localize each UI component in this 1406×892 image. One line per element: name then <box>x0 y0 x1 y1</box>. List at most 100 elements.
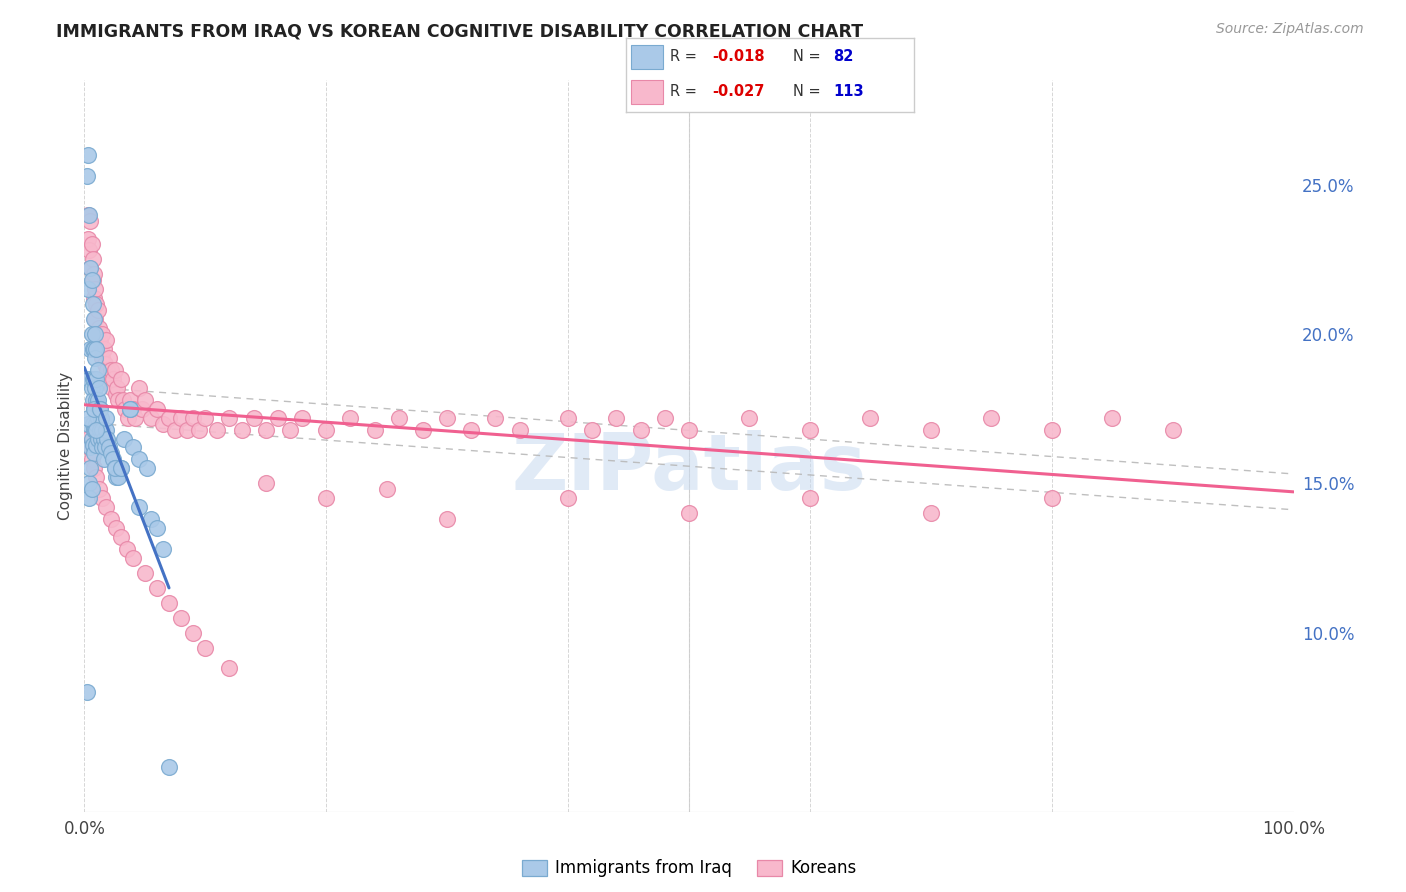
Point <box>194 640 217 655</box>
Point <box>121 401 143 416</box>
Point <box>76 169 98 183</box>
Point <box>84 312 107 326</box>
Point <box>152 541 174 556</box>
Point <box>83 446 105 460</box>
Point <box>93 452 115 467</box>
Point <box>86 342 108 356</box>
Point <box>165 423 187 437</box>
Point <box>86 303 108 318</box>
Point <box>139 410 162 425</box>
Point <box>460 423 482 437</box>
Point <box>117 410 139 425</box>
Point <box>91 326 114 341</box>
Point <box>231 423 253 437</box>
Point <box>363 423 385 437</box>
Point <box>83 372 105 386</box>
Point <box>412 423 434 437</box>
Point <box>104 521 127 535</box>
Point <box>79 213 101 227</box>
Point <box>77 417 100 431</box>
Point <box>152 417 174 431</box>
Point <box>97 441 120 455</box>
Point <box>181 625 204 640</box>
Point <box>103 372 125 386</box>
Point <box>82 417 104 431</box>
Point <box>278 423 301 437</box>
Point <box>339 410 361 425</box>
Point <box>77 282 100 296</box>
Point <box>77 231 100 245</box>
Point <box>207 423 229 437</box>
Point <box>859 410 882 425</box>
Point <box>315 423 337 437</box>
Point <box>581 423 603 437</box>
Point <box>77 476 100 491</box>
Point <box>86 372 108 386</box>
Point <box>218 661 240 675</box>
Point <box>120 401 142 416</box>
Point <box>136 461 159 475</box>
Point <box>79 342 101 356</box>
Point <box>1040 423 1063 437</box>
Point <box>84 351 107 365</box>
Y-axis label: Cognitive Disability: Cognitive Disability <box>58 372 73 520</box>
Point <box>146 521 169 535</box>
Point <box>218 410 240 425</box>
Legend: Immigrants from Iraq, Koreans: Immigrants from Iraq, Koreans <box>515 853 863 884</box>
Point <box>91 351 114 365</box>
Point <box>375 483 398 497</box>
Point <box>80 273 103 287</box>
Point <box>87 401 110 416</box>
Point <box>82 273 104 287</box>
Point <box>104 386 127 401</box>
Point <box>101 381 124 395</box>
Point <box>112 432 135 446</box>
Point <box>79 441 101 455</box>
Point <box>83 401 105 416</box>
Point <box>77 432 100 446</box>
Point <box>80 483 103 497</box>
Point <box>86 326 108 341</box>
Point <box>128 452 150 467</box>
Point <box>103 452 125 467</box>
Point <box>98 372 121 386</box>
Point <box>557 491 579 506</box>
Text: IMMIGRANTS FROM IRAQ VS KOREAN COGNITIVE DISABILITY CORRELATION CHART: IMMIGRANTS FROM IRAQ VS KOREAN COGNITIVE… <box>56 22 863 40</box>
Point <box>82 252 104 267</box>
Point <box>315 491 337 506</box>
Point <box>194 410 217 425</box>
Point <box>90 410 112 425</box>
Point <box>86 410 108 425</box>
Point <box>97 351 120 365</box>
Point <box>104 461 127 475</box>
Point <box>83 423 105 437</box>
Point <box>557 410 579 425</box>
Point <box>100 512 122 526</box>
Point <box>80 237 103 252</box>
Point <box>77 244 100 258</box>
Point <box>170 610 193 624</box>
Point <box>436 410 458 425</box>
Point <box>83 291 105 305</box>
Point <box>104 470 127 484</box>
Point <box>77 491 100 506</box>
Point <box>121 551 143 566</box>
Point <box>176 423 198 437</box>
Point <box>94 423 117 437</box>
Point <box>254 423 277 437</box>
Point <box>436 512 458 526</box>
Text: -0.027: -0.027 <box>713 84 765 99</box>
Text: 113: 113 <box>834 84 863 99</box>
Point <box>86 432 108 446</box>
Point <box>107 392 129 407</box>
Point <box>139 512 162 526</box>
Point <box>1040 491 1063 506</box>
Point <box>83 312 105 326</box>
Point <box>82 372 104 386</box>
Point <box>82 297 104 311</box>
Point <box>120 401 142 416</box>
Point <box>91 423 114 437</box>
Text: -0.018: -0.018 <box>713 49 765 64</box>
Point <box>1161 423 1184 437</box>
Point <box>86 363 108 377</box>
